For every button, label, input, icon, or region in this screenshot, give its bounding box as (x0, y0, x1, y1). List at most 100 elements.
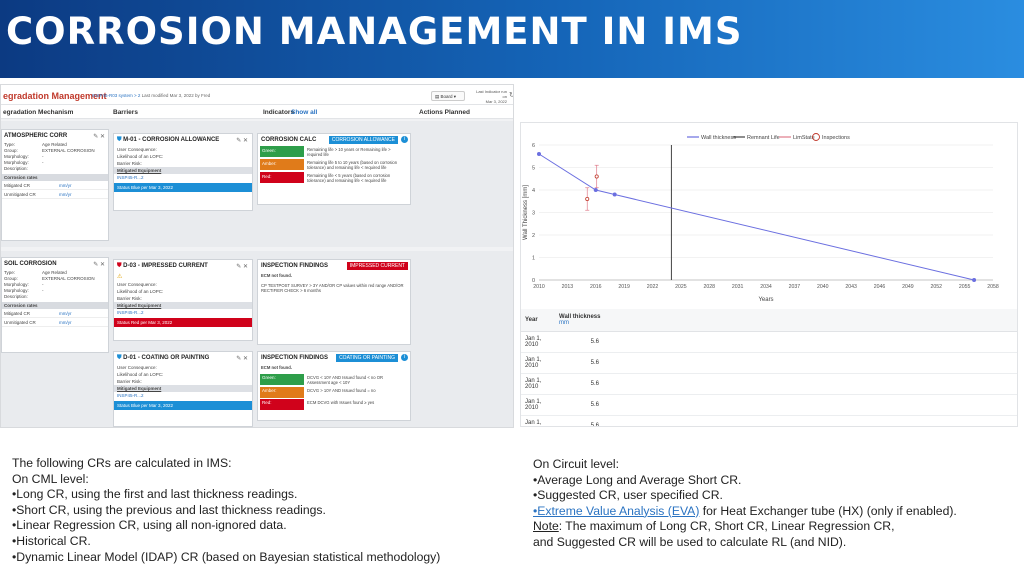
mechanism-card[interactable]: SOIL CORROSION ✎ ✕ Type: Age Related Grou… (1, 257, 109, 353)
cr-key: Unmitigated CR (4, 191, 36, 197)
inspection-point (594, 174, 599, 179)
close-icon[interactable]: ✕ (242, 138, 248, 144)
kv-value: EXTERNAL CORROSION (42, 147, 95, 153)
text-line: •Suggested CR, user specified CR. (533, 488, 723, 503)
cr-value[interactable]: mm/yr (59, 319, 72, 325)
edit-icon[interactable]: ✎ (236, 264, 242, 270)
edit-icon[interactable]: ✎ (93, 262, 99, 268)
level-text: DCVG > 10Y AND Issued found = no (307, 387, 376, 393)
indicator-title: CORROSION CALC (261, 137, 317, 143)
text-line: •Dynamic Linear Model (IDAP) CR (based o… (12, 549, 441, 564)
cell-year: Jan 1, 2010 (521, 331, 555, 353)
finding-title: ECM not found. (261, 365, 292, 370)
edit-icon[interactable]: ✎ (236, 356, 242, 362)
shield-icon: ⛊ (117, 355, 124, 361)
barrier-card[interactable]: ⛊ D-03 - IMPRESSED CURRENT ✎ ✕ ⚠ User Co… (113, 259, 253, 341)
kv-value: - (42, 287, 44, 293)
dm-system-link[interactable]: INSP45-R03 system > 2 (92, 93, 141, 98)
level-red: Red: (260, 398, 304, 410)
col-indicators: Indicators (263, 109, 295, 116)
kv-row: Morphology: - (2, 153, 108, 159)
board-select[interactable]: ▤ Board ▾ (431, 91, 465, 101)
refresh-icon[interactable]: ↻ (509, 91, 513, 99)
y-tick-label: 1 (532, 256, 535, 262)
finding-text: CP TESTPOST SURVEY > 3Y AND/OR CP values… (261, 282, 404, 294)
info-icon[interactable]: i (401, 136, 408, 143)
y-axis-label: Wall Thickness [mm] (523, 185, 529, 240)
indicator-level: Green: Remaining life > 10 years or Remai… (260, 146, 408, 158)
kv-key: Morphology: (4, 281, 29, 287)
mechanism-card[interactable]: ATMOSPHERIC CORR ✎ ✕ Type: Age Related Gr… (1, 129, 109, 241)
indicator-level: Amber: DCVG > 10Y AND Issued found = no (260, 386, 408, 398)
x-tick-label: 2046 (874, 284, 886, 290)
cell-filler (605, 415, 1017, 426)
barrier-card[interactable]: ⛊ M-01 - CORROSION ALLOWANCE ✎ ✕ User Co… (113, 133, 253, 211)
cr-value[interactable]: mm/yr (59, 182, 72, 188)
barrier-title-text: D-03 - IMPRESSED CURRENT (123, 263, 208, 269)
barrier-title-text: M-01 - CORROSION ALLOWANCE (123, 137, 220, 143)
x-tick-label: 2040 (817, 284, 829, 290)
barrier-title: ⛊ D-03 - IMPRESSED CURRENT (114, 260, 252, 272)
text-line: •Linear Regression CR, using all non-ign… (12, 518, 287, 533)
mitigated-equipment-header: Mitigated Equipment (114, 302, 252, 309)
level-text: DCVG < 10Y AND Issued found < no OR Asse… (307, 374, 384, 385)
kv-row: Morphology: - (2, 281, 108, 287)
barrier-risk: Barrier Risk: (117, 296, 142, 301)
indicator-card[interactable]: INSPECTION FINDINGS IMPRESSED CURRENT EC… (257, 259, 411, 345)
cr-value[interactable]: mm/yr (59, 310, 72, 316)
close-icon[interactable]: ✕ (99, 134, 105, 140)
corrosion-rates-header: Corrosion rates (2, 174, 108, 181)
cell-value: 5.6 (555, 331, 605, 353)
wall-thickness-point (593, 188, 598, 192)
cell-value: 5.6 (555, 352, 605, 374)
barrier-likelihood: Likelihood of an LOPC: (117, 289, 164, 294)
close-icon[interactable]: ✕ (242, 356, 248, 362)
cell-filler (605, 373, 1017, 395)
barrier-card[interactable]: ⛊ D-01 - COATING OR PAINTING ✎ ✕ User Co… (113, 351, 253, 427)
indicator-level: Amber: Remaining life 5 to 10 years (base… (260, 159, 408, 171)
x-tick-label: 2025 (675, 284, 687, 290)
barrier-consequence: User Consequence: (117, 282, 157, 287)
barrier-actions: ✎ ✕ (236, 355, 248, 362)
mitigated-equipment-header: Mitigated Equipment (114, 385, 252, 392)
indicator-badge: CORROSION ALLOWANCE (328, 136, 398, 144)
col-actions: Actions Planned (419, 109, 470, 116)
level-green: Green: (260, 146, 304, 157)
mechanism-actions: ✎ ✕ (93, 261, 105, 268)
dm-modified-text: Last modified Mar 3, 2022 by Fred (141, 93, 211, 98)
info-icon[interactable]: i (401, 354, 408, 361)
edit-icon[interactable]: ✎ (93, 134, 99, 140)
equipment-tag-link[interactable]: INSP45-R...2 (117, 175, 144, 180)
eva-link[interactable]: •Extreme Value Analysis (EVA) (533, 503, 700, 518)
cell-filler (605, 394, 1017, 416)
show-all-link[interactable]: Show all (291, 109, 318, 116)
text-line: and Suggested CR will be used to calcula… (533, 534, 847, 549)
indicator-card[interactable]: INSPECTION FINDINGS COATING OR PAINTING … (257, 351, 411, 421)
close-icon[interactable]: ✕ (242, 264, 248, 270)
barrier-actions: ✎ ✕ (236, 263, 248, 270)
dm-meta: INSP45-R03 system > 2 Last modified Mar … (92, 93, 210, 98)
equipment-tag-link[interactable]: INSP45-R...2 (117, 310, 144, 315)
equipment-tag-link[interactable]: INSP45-R...2 (117, 393, 144, 398)
wall-thickness-line (538, 153, 975, 281)
kv-key: Morphology: (4, 287, 29, 293)
cr-row: Mitigated CR mm/yr (2, 181, 108, 190)
wall-thickness-table: Year Wall thickness mm Jan 1, 2010 5.6 Ja… (521, 309, 1017, 426)
title-banner: CORROSION MANAGEMENT IN IMS (0, 0, 1024, 78)
x-tick-label: 2010 (533, 284, 545, 290)
cr-value[interactable]: mm/yr (59, 191, 72, 197)
cell-filler (605, 331, 1017, 353)
legend-swatch-inspection (812, 133, 820, 141)
close-icon[interactable]: ✕ (99, 262, 105, 268)
indicator-card[interactable]: CORROSION CALC CORROSION ALLOWANCE i Gre… (257, 133, 411, 205)
warning-icon: ⚠ (117, 274, 123, 280)
last-run-date: Mar 3, 2022 (485, 99, 507, 104)
x-tick-label: 2019 (618, 284, 630, 290)
legend-label: Wall thickness (701, 135, 736, 141)
chevron-down-icon: ▾ (452, 94, 457, 99)
wall-thickness-point (972, 278, 977, 282)
col-thickness: Wall thickness mm (555, 309, 605, 332)
status-badge: Status Red per Mar 3, 2022 (114, 318, 252, 327)
edit-icon[interactable]: ✎ (236, 138, 242, 144)
